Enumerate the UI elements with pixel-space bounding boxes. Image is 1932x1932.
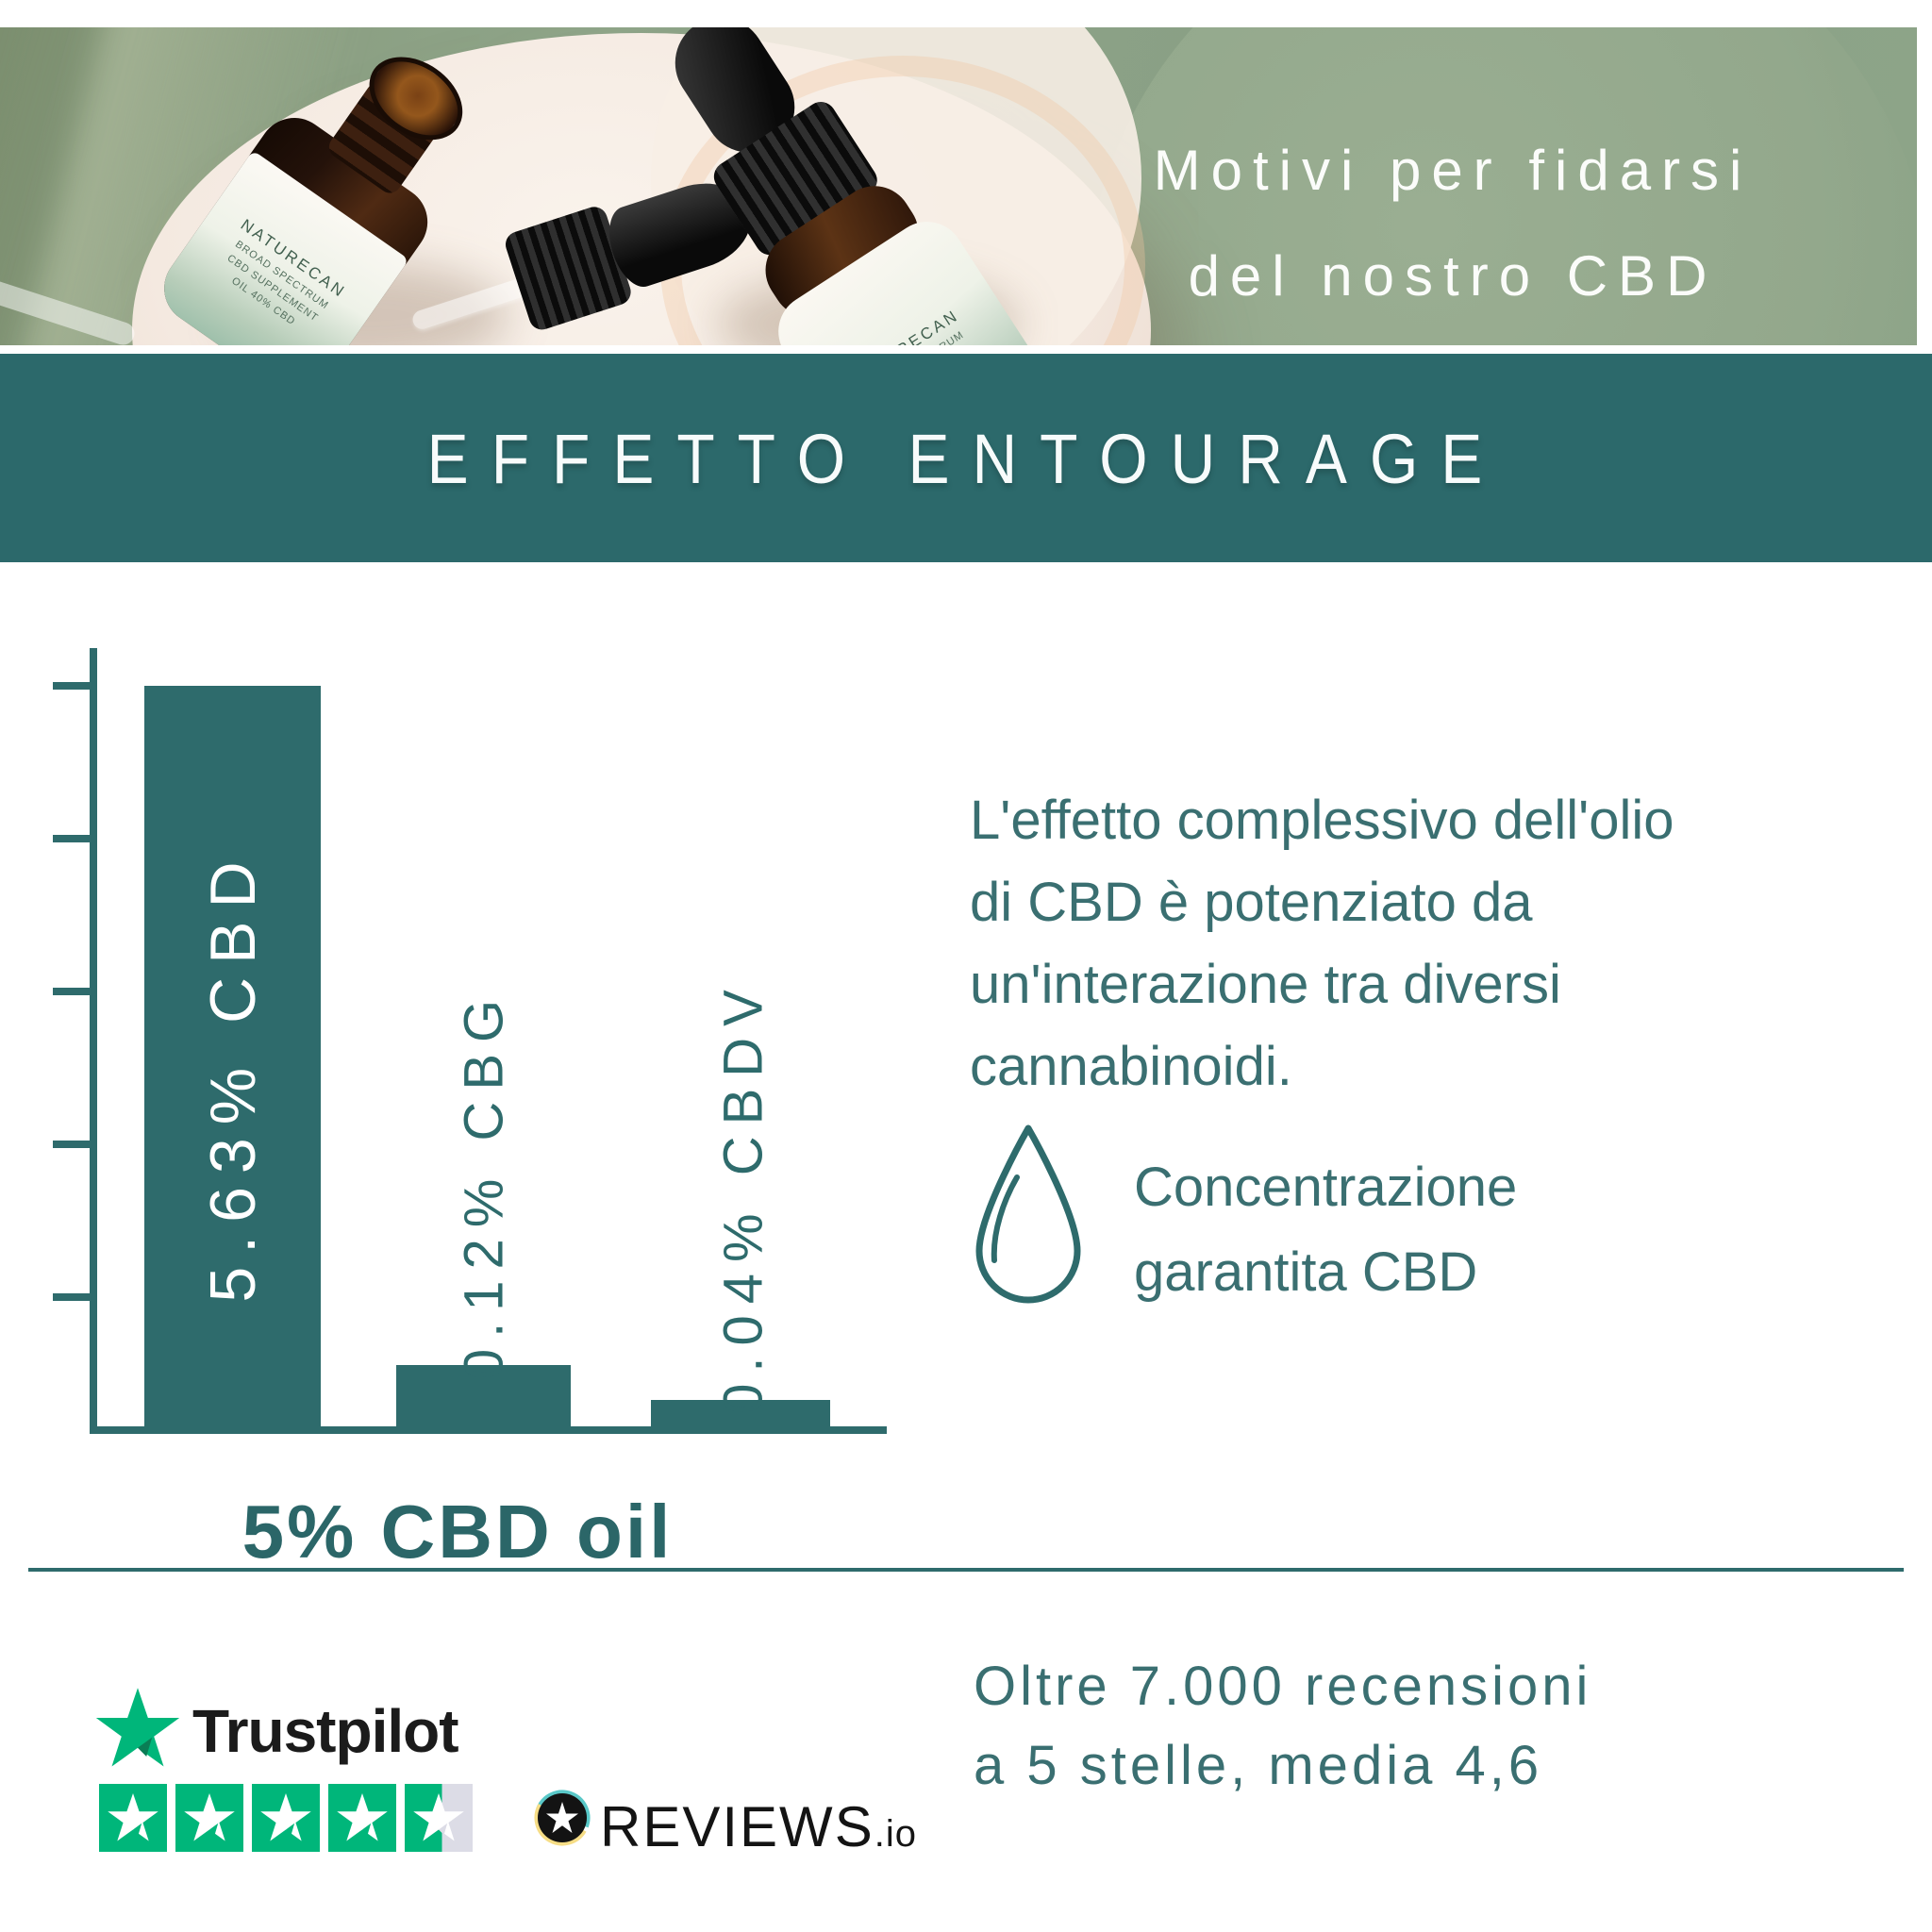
bar-cbd: [144, 686, 321, 1430]
description-line: di CBD è potenziato da: [970, 872, 1533, 933]
description-text: L'effetto complessivo dell'olio di CBD è…: [970, 779, 1753, 1108]
reviews-summary-text: Oltre 7.000 recensioni a 5 stelle, media…: [974, 1647, 1823, 1806]
reviews-summary-line2: a 5 stelle, media 4,6: [974, 1735, 1543, 1796]
bar-cbg: [396, 1365, 571, 1430]
description-line: un'interazione tra diversi: [970, 954, 1561, 1015]
banner-heading-line2: del nostro CBD: [1188, 244, 1718, 308]
trustpilot-star-icon: [94, 1688, 181, 1775]
star-full-icon: [252, 1784, 320, 1852]
reviews-summary-line1: Oltre 7.000 recensioni: [974, 1656, 1592, 1717]
water-drop-icon: [962, 1121, 1094, 1314]
banner-heading-line1: Motivi per fidarsi: [1153, 139, 1753, 202]
chart-y-axis: [90, 648, 97, 1434]
y-axis-tick: [53, 1293, 97, 1301]
star-half-icon: [405, 1784, 473, 1852]
guarantee-line2: garantita CBD: [1134, 1241, 1478, 1303]
bar-label-cbdv: 0.04% CBDV: [712, 978, 774, 1414]
y-axis-tick: [53, 835, 97, 842]
description-line: L'effetto complessivo dell'olio: [970, 790, 1674, 851]
trustpilot-rating-stars: [99, 1784, 473, 1852]
y-axis-tick: [53, 682, 97, 690]
y-axis-tick: [53, 1141, 97, 1148]
bar-label-cbd: 5.63% CBD: [197, 848, 269, 1303]
banner-heading: Motivi per fidarsi del nostro CBD: [1057, 118, 1849, 329]
star-full-icon: [175, 1784, 243, 1852]
guarantee-text: Concentrazione garantita CBD: [1134, 1145, 1738, 1315]
description-line: cannabinoidi.: [970, 1036, 1292, 1097]
section-title-band: EFFETTO ENTOURAGE: [0, 354, 1932, 562]
section-title: EFFETTO ENTOURAGE: [426, 419, 1506, 497]
sage-highlight-circle: [1085, 27, 1917, 345]
guarantee-line1: Concentrazione: [1134, 1157, 1518, 1218]
banner-photo: NATURECAN BROAD SPECTRUM CBD SUPPLEMENT …: [0, 27, 1917, 345]
reviewsio-star-icon: [534, 1790, 591, 1851]
reviewsio-wordmark: REVIEWS.io: [600, 1794, 917, 1859]
reviewsio-label: REVIEWS: [600, 1795, 874, 1858]
chart-x-axis-label: 5% CBD oil: [242, 1490, 674, 1574]
reviewsio-suffix: .io: [874, 1813, 917, 1855]
horizontal-divider: [28, 1568, 1904, 1572]
chart-x-axis: [90, 1426, 887, 1434]
star-full-icon: [328, 1784, 396, 1852]
bar-cbdv: [651, 1400, 830, 1430]
y-axis-tick: [53, 988, 97, 995]
star-full-icon: [99, 1784, 167, 1852]
trustpilot-wordmark: Trustpilot: [192, 1697, 459, 1765]
bar-label-cbg: 0.12% CBG: [453, 988, 515, 1380]
